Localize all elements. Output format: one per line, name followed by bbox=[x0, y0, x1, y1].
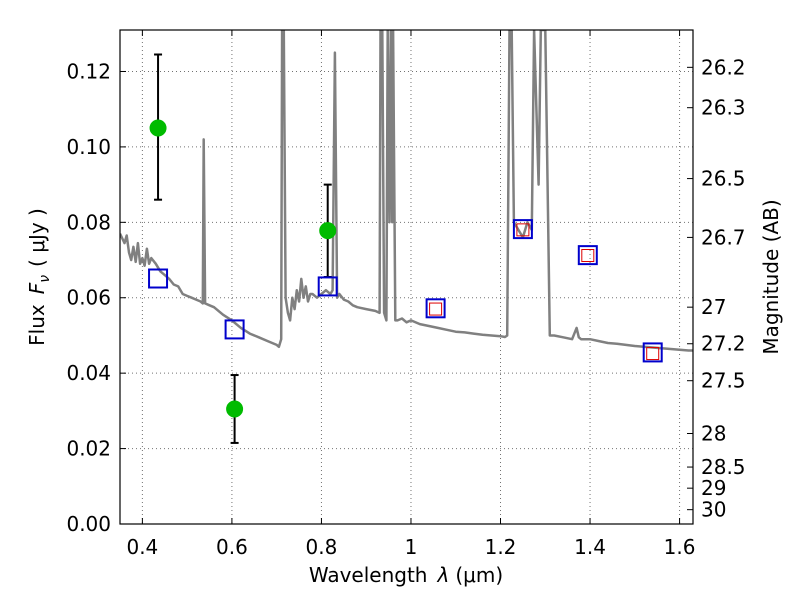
magnitude-tick-label: 29 bbox=[701, 476, 726, 500]
magnitude-tick-label: 28.5 bbox=[701, 455, 746, 479]
y-tick-label: 0.04 bbox=[66, 361, 111, 385]
predicted-flux-square bbox=[429, 302, 443, 316]
observed-flux-point bbox=[149, 119, 167, 137]
magnitude-tick-label: 26.5 bbox=[701, 167, 746, 191]
magnitude-tick-label: 26.2 bbox=[701, 55, 746, 79]
x-tick-label: 0.4 bbox=[126, 535, 158, 559]
magnitude-axis-title: Magnitude (AB) bbox=[759, 199, 783, 354]
x-axis-title: Wavelength λ (μm) bbox=[309, 563, 503, 587]
x-tick-label: 0.8 bbox=[306, 535, 338, 559]
x-tick-label: 1 bbox=[405, 535, 418, 559]
x-tick-label: 1.6 bbox=[664, 535, 696, 559]
model-flux-square bbox=[317, 276, 338, 297]
y-axis: 0.00 0.02 0.04 0.06 0.08 0.10 0.12 bbox=[66, 59, 126, 536]
magnitude-tick-label: 30 bbox=[701, 498, 726, 522]
plot-frame bbox=[119, 29, 694, 525]
model-flux-square bbox=[425, 298, 446, 319]
y-tick-label: 0.08 bbox=[66, 210, 111, 234]
magnitude-tick-label: 27.2 bbox=[701, 332, 746, 356]
y-tick-label: 0.00 bbox=[66, 512, 111, 536]
y-axis-title-subscript: ν bbox=[37, 275, 53, 283]
x-axis: 0.4 0.6 0.8 1 1.2 1.4 1.6 bbox=[126, 30, 695, 559]
photometry-markers bbox=[148, 53, 663, 444]
y-axis-title-prefix: Flux bbox=[25, 304, 49, 346]
y-tick-label: 0.12 bbox=[66, 59, 111, 83]
y-tick-label: 0.10 bbox=[66, 135, 111, 159]
x-tick-label: 1.4 bbox=[574, 535, 606, 559]
magnitude-tick-label: 26.3 bbox=[701, 96, 746, 120]
x-tick-label: 0.6 bbox=[216, 535, 248, 559]
x-axis-title-symbol: λ bbox=[437, 563, 450, 587]
y-axis-title-unit: ( μJy ) bbox=[25, 208, 49, 267]
sed-model-line bbox=[120, 30, 693, 352]
magnitude-tick-label: 27.5 bbox=[701, 369, 746, 393]
observed-flux-point bbox=[319, 222, 337, 240]
y-tick-label: 0.06 bbox=[66, 286, 111, 310]
model-flux-square bbox=[512, 219, 533, 240]
x-axis-title-unit: (μm) bbox=[455, 563, 503, 587]
predicted-flux-square bbox=[581, 249, 595, 263]
x-axis-title-prefix: Wavelength bbox=[309, 563, 428, 587]
x-tick-label: 1.2 bbox=[485, 535, 517, 559]
magnitude-tick-label: 26.7 bbox=[701, 225, 746, 249]
predicted-flux-square bbox=[516, 223, 530, 237]
plot-area bbox=[120, 30, 693, 444]
predicted-flux-square bbox=[646, 347, 660, 361]
y-axis-title-symbol: F bbox=[25, 282, 49, 294]
magnitude-tick-label: 27 bbox=[701, 295, 726, 319]
model-flux-square bbox=[642, 342, 663, 363]
model-flux-square bbox=[148, 268, 169, 289]
y-tick-label: 0.02 bbox=[66, 437, 111, 461]
model-flux-square bbox=[224, 319, 245, 340]
observed-flux-point bbox=[226, 400, 244, 418]
magnitude-tick-label: 28 bbox=[701, 421, 726, 445]
model-flux-square bbox=[577, 245, 598, 266]
y-axis-title: Flux Fν ( μJy ) bbox=[25, 208, 53, 346]
